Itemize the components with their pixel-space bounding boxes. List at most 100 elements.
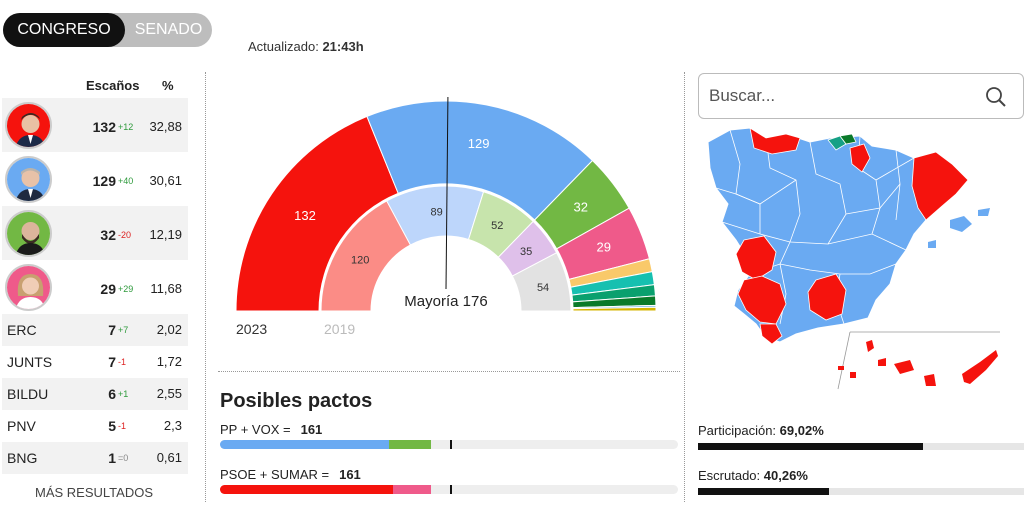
majority-line xyxy=(445,97,449,290)
seats-pnv: 5 xyxy=(108,418,116,434)
pact-label-pp-vox: PP + VOX = 161 xyxy=(220,422,322,437)
diff-bildu: +1 xyxy=(118,389,129,399)
left-separator xyxy=(205,72,206,502)
pct-vox: 12,19 xyxy=(149,227,182,242)
map-navarra xyxy=(849,143,871,173)
pct-bildu: 2,55 xyxy=(156,386,182,401)
pct-pnv: 2,3 xyxy=(163,418,182,433)
diff-junts: -1 xyxy=(118,357,127,367)
counted-bar xyxy=(698,488,1024,495)
seats-vox: 32 xyxy=(100,227,116,243)
pct-bng: 0,61 xyxy=(156,450,182,465)
map-canary-frame-diag xyxy=(837,331,851,390)
counted-text: Escrutado: 40,26% xyxy=(698,468,808,483)
name-bng: BNG xyxy=(7,450,38,466)
counted-label: Escrutado: xyxy=(698,468,761,483)
pact-bar-psoe-sumar xyxy=(220,485,678,494)
diff-pp: +40 xyxy=(118,176,134,186)
updated-time: 21:43h xyxy=(322,39,364,54)
avatar-sumar xyxy=(5,264,52,311)
party-row-sumar[interactable]: 29 +29 11,68 xyxy=(2,260,188,314)
inner-ring-2019-label-2: 52 xyxy=(491,220,503,232)
hemicycle-svg: 132 129 32 29 120 89 52 35 54 Mayoría 176 xyxy=(235,97,657,312)
outer-ring-2023 xyxy=(235,100,657,312)
diff-vox: -20 xyxy=(118,230,132,240)
year-2019-label: 2019 xyxy=(324,321,356,337)
pct-sumar: 11,68 xyxy=(150,281,182,296)
outer-ring-2023-label-2: 32 xyxy=(574,199,588,214)
seats-bng: 1 xyxy=(108,450,116,466)
party-row-pnv[interactable]: PNV 5 -1 2,3 xyxy=(2,410,188,442)
pact-label-psoe-sumar: PSOE + SUMAR = 161 xyxy=(220,467,361,482)
party-row-pp[interactable]: 129 +40 30,61 xyxy=(2,152,188,206)
participation-value: 69,02% xyxy=(779,423,824,438)
party-row-bng[interactable]: BNG 1 =0 0,61 xyxy=(2,442,188,474)
outer-ring-2023-slice-9 xyxy=(572,306,657,312)
results-header: Escaños % xyxy=(2,70,188,98)
seats-bildu: 6 xyxy=(108,386,116,402)
senado-tab[interactable]: SENADO xyxy=(134,21,203,38)
pact-name-psoe-sumar: PSOE + SUMAR = xyxy=(220,467,330,482)
participation-bar xyxy=(698,443,1024,450)
inner-ring-2019-label-1: 89 xyxy=(430,206,442,218)
majority-marker xyxy=(450,440,453,449)
map-basque-pnv xyxy=(839,133,857,145)
diff-sumar: +29 xyxy=(118,284,134,294)
party-row-psoe[interactable]: 132 +12 32,88 xyxy=(2,98,188,152)
map-huelva-sevilla xyxy=(737,275,787,325)
avatar-psoe xyxy=(5,102,52,149)
majority-label: Mayoría 176 xyxy=(404,293,487,310)
party-row-vox[interactable]: 32 -20 12,19 xyxy=(2,206,188,260)
more-results-link[interactable]: MÁS RESULTADOS xyxy=(35,485,153,500)
inner-ring-2019-label-3: 35 xyxy=(520,246,532,258)
right-separator xyxy=(684,72,685,502)
results-table: Escaños % 132 +12 32,88 129 +40 30,61 32… xyxy=(2,70,188,474)
inner-ring-2019-label-0: 120 xyxy=(351,255,369,267)
map-menorca xyxy=(978,208,990,216)
name-junts: JUNTS xyxy=(7,354,53,370)
diff-psoe: +12 xyxy=(118,122,134,132)
counted-value: 40,26% xyxy=(763,468,808,483)
participation-label: Participación: xyxy=(698,423,777,438)
map-ibiza xyxy=(928,240,936,248)
congreso-tab[interactable]: CONGRESO xyxy=(3,13,125,47)
name-bildu: BILDU xyxy=(7,386,49,402)
map-province-borders xyxy=(715,129,915,325)
seats-sumar: 29 xyxy=(100,281,116,297)
pacts-title: Posibles pactos xyxy=(220,390,373,412)
year-2023-label: 2023 xyxy=(236,321,268,337)
search-input[interactable] xyxy=(709,84,979,108)
majority-marker xyxy=(450,485,453,494)
diff-erc: +7 xyxy=(118,325,129,335)
pct-header: % xyxy=(162,78,174,93)
map-extremadura xyxy=(735,235,777,281)
pact-total-pp-vox: 161 xyxy=(300,422,323,437)
party-row-junts[interactable]: JUNTS 7 -1 1,72 xyxy=(2,346,188,378)
spain-results-map[interactable] xyxy=(700,124,1024,394)
party-row-erc[interactable]: ERC 7 +7 2,02 xyxy=(2,314,188,346)
search-box[interactable] xyxy=(698,73,1024,119)
pact-name-pp-vox: PP + VOX = xyxy=(220,422,291,437)
outer-ring-2023-label-0: 132 xyxy=(294,208,316,223)
name-erc: ERC xyxy=(7,322,37,338)
outer-ring-2023-label-1: 129 xyxy=(468,136,490,151)
avatar-pp xyxy=(5,156,52,203)
map-canary-islands xyxy=(838,340,998,386)
pct-pp: 30,61 xyxy=(149,173,182,188)
map-jaen-granada xyxy=(807,273,847,321)
updated-label: Actualizado: xyxy=(248,39,319,54)
pact-bar-pp-vox xyxy=(220,440,678,449)
outer-ring-2023-slice-1 xyxy=(366,100,594,221)
pct-psoe: 32,88 xyxy=(149,119,182,134)
party-row-bildu[interactable]: BILDU 6 +1 2,55 xyxy=(2,378,188,410)
pact-segment xyxy=(392,485,431,494)
hemicycle-chart: 132 129 32 29 120 89 52 35 54 Mayoría 176 2023 2… xyxy=(226,96,666,346)
chamber-toggle[interactable]: CONGRESO SENADO xyxy=(3,13,212,47)
seats-psoe: 132 xyxy=(92,119,116,135)
inner-ring-2019-label-4: 54 xyxy=(537,282,549,294)
search-icon[interactable] xyxy=(985,86,1007,108)
pact-segment xyxy=(220,485,393,494)
seat-labels: 132 129 32 29 120 89 52 35 54 xyxy=(294,136,611,294)
map-asturias xyxy=(749,127,801,155)
pact-total-psoe-sumar: 161 xyxy=(339,467,361,482)
